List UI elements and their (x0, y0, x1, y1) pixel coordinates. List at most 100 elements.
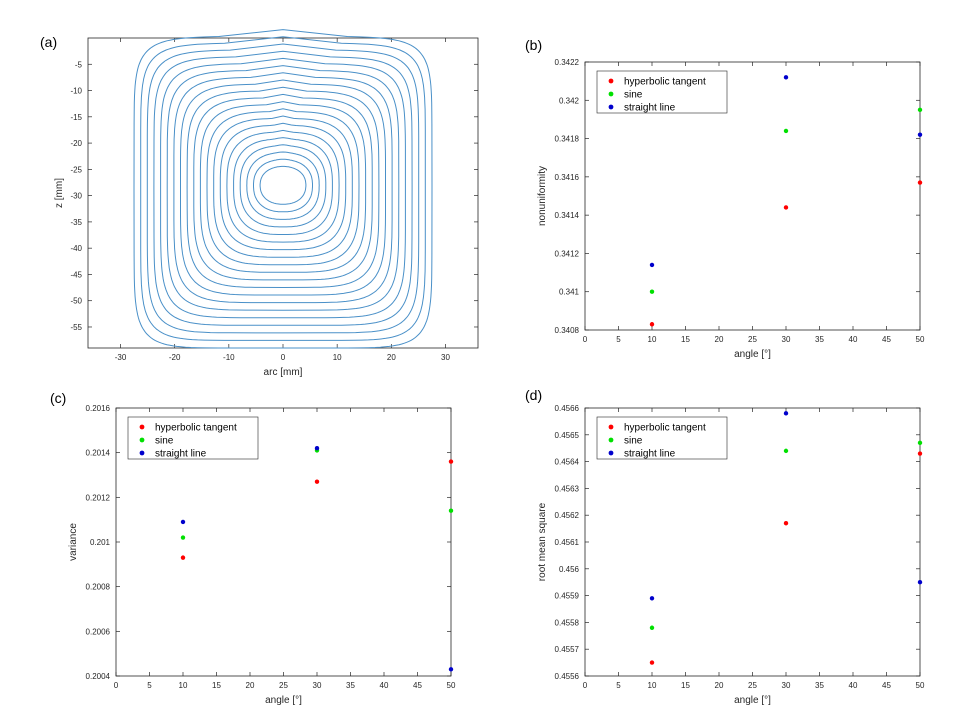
x-tick-label: 30 (441, 353, 450, 362)
data-point-straight-line (917, 580, 923, 585)
y-tick-label: -40 (70, 244, 82, 253)
contour-line (173, 72, 393, 304)
legend-marker-hyperbolic-tangent (608, 78, 614, 84)
data-point-sine (649, 625, 655, 630)
legend-marker-straight-line (608, 104, 614, 110)
legend-label-straight-line: straight line (624, 103, 676, 114)
panel-label: (c) (50, 390, 66, 406)
data-point-sine (649, 289, 655, 294)
y-tick-label: -45 (70, 270, 82, 279)
legend-marker-straight-line (608, 450, 614, 456)
data-point-straight-line (180, 519, 186, 525)
x-tick-label: 50 (916, 335, 925, 344)
contour-line (140, 36, 426, 341)
data-point-hyperbolic-tangent (783, 521, 789, 526)
plot-area (87, 37, 479, 349)
x-tick-label: 45 (882, 335, 891, 344)
x-tick-label: 45 (882, 681, 891, 690)
contour-line (213, 115, 353, 258)
data-point-hyperbolic-tangent (180, 555, 186, 560)
y-tick-label: -55 (70, 323, 82, 332)
y-tick-label: 0.4559 (555, 592, 580, 601)
panel-d-rms-plot: 0 5 10 15 20 25 30 35 40 45 50 0.4556 0.4557 0.4558 0.… (525, 387, 925, 706)
panel-b-nonuniformity-plot: 0 5 10 15 20 25 30 35 40 45 50 0.3408 0.341 0.3412 0.3… (525, 37, 925, 360)
contour-line (166, 65, 400, 311)
x-tick-label: 0 (583, 335, 588, 344)
x-tick-label: 35 (815, 681, 824, 690)
y-tick-label: -10 (70, 87, 82, 96)
legend-label-straight-line: straight line (624, 449, 676, 460)
x-tick-label: 25 (748, 335, 757, 344)
contour-line (153, 50, 413, 326)
series-hyperbolic-tangent (649, 180, 923, 327)
legend: hyperbolic tangent sine straight line (127, 416, 259, 460)
legend-label-hyperbolic-tangent: hyperbolic tangent (624, 77, 706, 88)
legend-label-straight-line: straight line (155, 449, 207, 460)
contour-line (193, 93, 373, 281)
data-point-sine (783, 128, 789, 134)
x-tick-label: 0 (583, 681, 588, 690)
x-tick-label: 30 (313, 681, 322, 690)
x-tick-label: 30 (782, 681, 791, 690)
y-tick-label: 0.3414 (555, 211, 580, 220)
y-tick-label: 0.2006 (86, 627, 111, 636)
series-straight-line (649, 75, 923, 268)
contour-line (239, 144, 327, 228)
data-point-straight-line (314, 446, 320, 451)
y-tick-label: 0.4556 (555, 672, 580, 681)
panel-a-contour-plot: -30 -20 -10 0 10 20 30 -5 -10 -15 -20 -25 -30 -35 -40 -… (40, 29, 479, 378)
y-tick-label: 0.341 (559, 288, 580, 297)
contour-line (160, 57, 406, 319)
x-tick-label: 40 (849, 335, 858, 344)
y-tick-label: 0.3416 (555, 173, 580, 182)
contour-line (226, 129, 340, 243)
y-tick-label: -50 (70, 297, 82, 306)
data-point-hyperbolic-tangent (917, 451, 923, 456)
legend-marker-hyperbolic-tangent (139, 424, 145, 430)
y-axis-label: variance (68, 523, 79, 561)
y-tick-label: -15 (70, 113, 82, 122)
contour-line (253, 158, 313, 213)
y-axis-label: nonuniformity (537, 166, 548, 226)
data-point-straight-line (649, 596, 655, 601)
x-axis-label: arc [mm] (264, 367, 303, 378)
x-tick-label: 5 (147, 681, 152, 690)
legend-label-hyperbolic-tangent: hyperbolic tangent (155, 423, 237, 434)
x-tick-label: 20 (715, 335, 724, 344)
y-tick-label: 0.4564 (555, 458, 580, 467)
x-tick-label: -10 (223, 353, 235, 362)
data-point-sine (783, 448, 789, 454)
series-straight-line (180, 446, 454, 672)
x-tick-label: 35 (815, 335, 824, 344)
y-tick-label: -35 (70, 218, 82, 227)
x-axis-label: angle [°] (265, 695, 302, 706)
legend: hyperbolic tangent sine straight line (596, 70, 728, 114)
data-point-sine (917, 440, 923, 446)
data-point-hyperbolic-tangent (783, 205, 789, 210)
y-tick-label: 0.3412 (555, 249, 580, 258)
contour-line (199, 101, 367, 273)
data-point-sine (917, 107, 923, 113)
data-point-straight-line (917, 132, 923, 137)
contour-line (180, 79, 386, 296)
y-tick-label: 0.4561 (555, 538, 580, 547)
x-tick-label: 25 (279, 681, 288, 690)
y-tick-label: 0.456 (559, 565, 580, 574)
panel-label: (b) (525, 37, 542, 53)
y-tick-label: 0.342 (559, 96, 580, 105)
y-tick-label: 0.2004 (86, 672, 111, 681)
x-tick-label: 10 (333, 353, 342, 362)
data-point-sine (180, 535, 186, 540)
x-tick-label: 45 (413, 681, 422, 690)
legend-marker-sine (139, 437, 145, 443)
x-tick-label: -20 (169, 353, 181, 362)
x-tick-label: -30 (115, 353, 127, 362)
y-tick-label: 0.3422 (555, 58, 580, 67)
series-hyperbolic-tangent (649, 451, 923, 665)
legend: hyperbolic tangent sine straight line (596, 416, 728, 460)
legend-label-sine: sine (624, 436, 643, 447)
x-tick-label: 15 (212, 681, 221, 690)
legend-label-sine: sine (155, 436, 174, 447)
x-axis-label: angle [°] (734, 695, 771, 706)
